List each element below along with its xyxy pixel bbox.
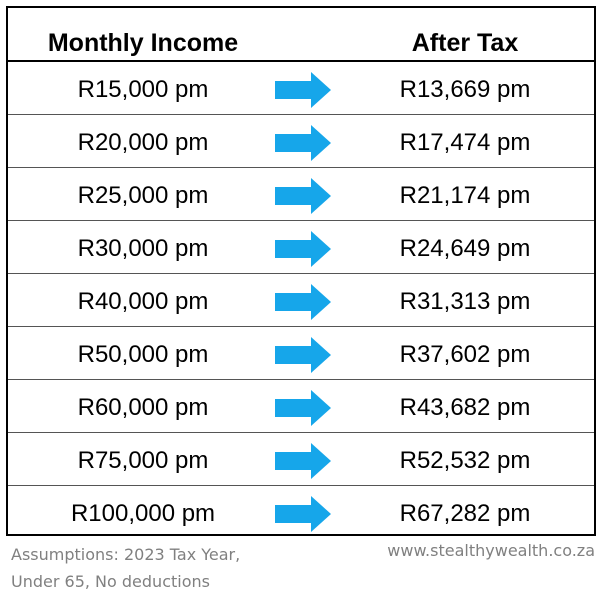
header-monthly-income: Monthly Income [47,29,239,57]
after-tax-cell: R13,669 pm [399,76,531,103]
table-row: R50,000 pm R37,602 pm [8,327,594,380]
after-tax-cell: R24,649 pm [399,235,531,262]
table-row: R60,000 pm R43,682 pm [8,380,594,433]
assumptions-line-1: Assumptions: 2023 Tax Year, [11,545,241,564]
right-arrow-icon [275,231,331,267]
right-arrow-icon [275,337,331,373]
right-arrow-icon [275,178,331,214]
table-row: R30,000 pm R24,649 pm [8,221,594,274]
table-row: R100,000 pm R67,282 pm [8,486,594,539]
assumptions-line-2: Under 65, No deductions [11,572,210,591]
after-tax-cell: R43,682 pm [399,394,531,421]
monthly-income-cell: R60,000 pm [77,394,209,421]
right-arrow-icon [275,284,331,320]
after-tax-cell: R52,532 pm [399,447,531,474]
table-row: R25,000 pm R21,174 pm [8,168,594,221]
monthly-income-cell: R25,000 pm [77,182,209,209]
right-arrow-icon [275,125,331,161]
monthly-income-cell: R15,000 pm [77,76,209,103]
monthly-income-cell: R40,000 pm [77,288,209,315]
table-body: R15,000 pm R13,669 pm R20,000 pm R17,474 pm… [8,62,594,539]
table-row: R20,000 pm R17,474 pm [8,115,594,168]
assumptions-note: Assumptions: 2023 Tax Year, Under 65, No… [11,541,311,595]
table-header-row: Monthly Income After Tax [8,8,594,62]
right-arrow-icon [275,390,331,426]
after-tax-cell: R37,602 pm [399,341,531,368]
monthly-income-cell: R100,000 pm [70,500,216,527]
monthly-income-cell: R75,000 pm [77,447,209,474]
after-tax-cell: R17,474 pm [399,129,531,156]
table-row: R15,000 pm R13,669 pm [8,62,594,115]
after-tax-cell: R21,174 pm [399,182,531,209]
monthly-income-cell: R50,000 pm [77,341,209,368]
table-row: R75,000 pm R52,532 pm [8,433,594,486]
right-arrow-icon [275,496,331,532]
after-tax-cell: R67,282 pm [399,500,531,527]
monthly-income-cell: R20,000 pm [77,129,209,156]
income-tax-table: Monthly Income After Tax R15,000 pm R13,6… [6,6,596,536]
right-arrow-icon [275,72,331,108]
right-arrow-icon [275,443,331,479]
table-row: R40,000 pm R31,313 pm [8,274,594,327]
monthly-income-cell: R30,000 pm [77,235,209,262]
after-tax-cell: R31,313 pm [399,288,531,315]
header-after-tax: After Tax [411,29,519,57]
website-credit: www.stealthywealth.co.za [387,541,595,560]
